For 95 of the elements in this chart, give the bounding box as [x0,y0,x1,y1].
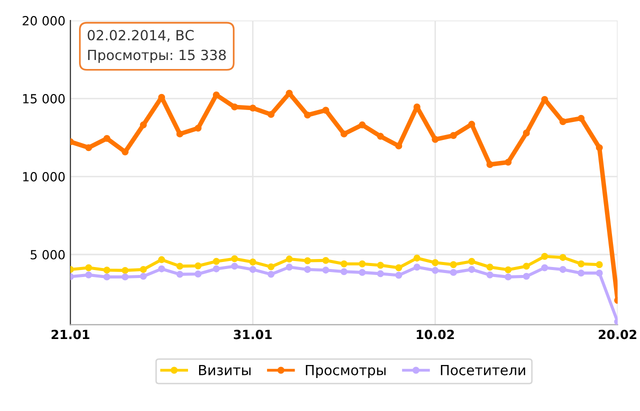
point [541,252,548,260]
point [286,264,293,271]
point [395,264,402,272]
point [578,270,585,277]
point [432,259,439,266]
point [231,255,238,262]
point [413,264,420,271]
point [158,265,166,272]
point [377,262,384,269]
point [468,266,476,273]
point [432,266,439,274]
point [504,266,512,274]
point [304,257,311,264]
x-tick-label: 31.01 [234,330,272,340]
point [395,142,402,150]
point [304,266,311,273]
point [340,268,348,276]
point [249,266,256,273]
y-tick-label: 10 000 [23,172,65,182]
annotation: 02.02.2014, ВС Просмотры: 15 338 [88,30,226,63]
point [486,264,494,271]
point [559,266,566,273]
legend-label: Посетители [440,364,526,376]
point [468,258,476,265]
point [377,270,384,278]
legend-label: Визиты [199,364,251,376]
point [358,268,366,276]
point [103,266,110,274]
point [395,272,402,279]
legend-label: Просмотры [306,364,386,378]
point [596,270,603,277]
point [103,273,110,280]
point [596,261,603,268]
point [194,270,202,278]
point [212,265,220,272]
point [85,264,92,272]
point [176,262,184,270]
point [249,258,256,266]
point [340,260,348,268]
point [140,121,147,128]
point [140,266,147,273]
point [559,118,566,126]
point [322,266,330,274]
point [322,256,330,264]
point [559,254,566,261]
point [432,136,439,143]
point [122,266,129,274]
point [268,263,275,270]
y-tick-label: 20 000 [22,16,65,26]
point [486,271,494,278]
point [122,148,129,156]
point [231,262,238,270]
x-tick-label: 20.02 [598,330,636,340]
point [85,271,92,278]
point [212,91,220,98]
point [176,130,184,138]
point [340,130,348,138]
y-tick-label: 5 000 [30,250,65,260]
point [504,273,512,280]
x-tick-label: 21.01 [52,330,90,340]
point [122,273,129,280]
point [103,134,110,142]
point [322,106,330,114]
point [85,144,92,152]
point [450,268,457,276]
point [522,272,530,280]
point [486,161,494,168]
point [268,110,275,118]
point [176,270,184,278]
point [358,260,366,268]
point [578,114,585,122]
point [377,132,384,140]
point [158,256,166,264]
point [140,272,147,280]
point [450,261,457,268]
point [231,103,238,110]
point [522,130,530,136]
point [450,132,457,139]
point [194,262,202,270]
point [596,144,603,152]
point [541,264,548,272]
y-tick-label: 15 000 [23,94,65,104]
point [522,262,530,270]
point [212,258,220,265]
point [468,120,476,128]
point [504,158,512,166]
point [304,112,311,119]
point [286,256,293,262]
point [413,254,420,262]
point [268,270,275,278]
point [249,104,256,112]
point [578,260,585,268]
point [358,121,366,128]
point [194,124,202,132]
x-tick-label: 10.02 [416,330,454,340]
